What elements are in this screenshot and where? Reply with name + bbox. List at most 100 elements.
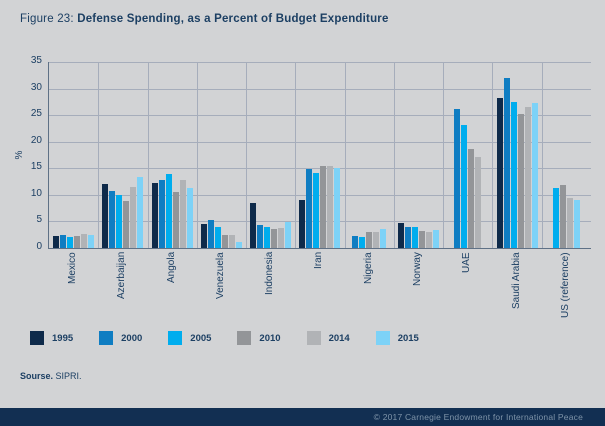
group-separator [98,62,100,248]
y-tick-label-30: 30 [30,81,42,93]
legend-swatch-2000 [99,331,114,345]
legend-label-2015: 2015 [397,332,419,344]
x-axis-label-mexico: Mexico [67,252,79,284]
group-separator [541,62,543,248]
figure-title-text: Defense Spending, as a Percent of Budget… [77,13,389,25]
bar-venezuela-2014 [228,235,235,248]
bar-group-iran [295,62,344,248]
group-separator [492,62,494,248]
x-label-cell: Saudi Arabia [491,252,540,330]
bar-group-mexico [49,62,98,248]
legend-label-2005: 2005 [190,332,212,344]
bar-venezuela-1995 [200,223,207,248]
bar-nigeria-2015 [380,229,387,248]
bar-group-venezuela [197,62,246,248]
legend-item-2010: 2010 [237,331,281,345]
bar-us-reference-2005 [552,187,559,248]
bar-group-us-reference [542,62,591,248]
bar-us-reference-2015 [573,200,580,248]
bar-saudi-arabia-2014 [524,107,531,248]
source-text: SIPRI. [55,371,82,381]
group-separator [344,62,346,248]
group-separator [295,62,297,248]
x-axis-label-uae: UAE [461,252,473,273]
bar-angola-1995 [151,182,158,248]
legend-swatch-1995 [30,331,44,345]
bar-mexico-1995 [53,235,60,248]
bar-group-saudi-arabia [492,62,541,248]
bar-azerbaijan-2015 [137,176,144,248]
y-tick-label-25: 25 [30,108,42,120]
x-axis-label-angola: Angola [165,252,177,284]
bar-norway-1995 [397,223,404,248]
footer-copyright: © 2017 Carnegie Endowment for Internatio… [373,412,583,422]
bar-azerbaijan-1995 [102,184,109,248]
gridline-5 [49,221,591,223]
legend-item-1995: 1995 [30,331,73,345]
bar-iran-2014 [327,165,334,248]
bar-azerbaijan-2014 [130,186,137,248]
group-separator [147,62,149,248]
bar-mexico-2000 [60,234,67,248]
x-axis-labels: Mexico Azerbaijan Angola Venezuela Indonesia… [48,252,590,330]
bar-saudi-arabia-2000 [503,77,510,248]
bar-indonesia-2014 [278,228,285,248]
group-separator [393,62,395,248]
gridline-35 [49,62,591,63]
x-axis-label-saudi-arabia: Saudi Arabia [510,252,522,309]
bar-azerbaijan-2000 [109,190,116,248]
bar-group-norway [394,62,443,248]
x-axis-label-iran: Iran [313,252,325,270]
bar-saudi-arabia-1995 [496,97,503,248]
bar-norway-2015 [432,230,439,248]
x-axis-label-indonesia: Indonesia [264,252,276,296]
x-axis-label-nigeria: Nigeria [362,252,374,284]
legend-label-2014: 2014 [328,332,350,344]
x-label-cell: Mexico [48,252,97,330]
legend-swatch-2010 [237,331,252,345]
bar-indonesia-2015 [285,221,292,248]
y-tick-label-20: 20 [30,134,42,146]
bar-indonesia-1995 [250,202,257,248]
x-label-cell: Norway [393,252,442,330]
legend-swatch-2015 [375,331,390,345]
bar-saudi-arabia-2010 [517,113,524,248]
x-label-cell: UAE [442,252,491,330]
bar-iran-2010 [320,165,327,248]
x-label-cell: Iran [294,252,343,330]
bar-uae-2014 [475,156,482,248]
legend-item-2014: 2014 [306,331,350,345]
bar-norway-2005 [411,227,418,248]
bar-mexico-2010 [74,236,81,248]
legend: 1995 2000 2005 2010 2014 2015 [30,331,419,345]
bar-nigeria-2000 [352,235,359,248]
legend-swatch-2014 [306,331,321,345]
bar-mexico-2015 [88,235,95,248]
y-tick-label-5: 5 [36,214,42,226]
y-tick-label-0: 0 [36,241,42,252]
x-axis-label-us-reference: US (reference) [559,252,571,318]
bar-angola-2014 [179,179,186,248]
x-axis-label-venezuela: Venezuela [214,252,226,299]
bar-venezuela-2015 [235,242,242,248]
group-separator [196,62,198,248]
x-label-cell: Angola [147,252,196,330]
bar-nigeria-2010 [366,231,373,248]
group-separator [246,62,248,248]
bar-azerbaijan-2010 [123,201,130,248]
bar-nigeria-2005 [359,236,366,248]
bar-iran-2000 [306,168,313,248]
bar-group-angola [148,62,197,248]
bar-norway-2000 [404,226,411,248]
bars-row [49,62,591,248]
gridline-20 [49,141,591,143]
legend-label-1995: 1995 [52,332,74,344]
bar-azerbaijan-2005 [116,194,123,248]
bar-iran-2015 [334,168,341,248]
bar-saudi-arabia-2015 [531,102,538,248]
bar-us-reference-2014 [566,198,573,248]
bar-indonesia-2005 [264,226,271,248]
figure-number: Figure 23: [20,13,74,25]
bar-indonesia-2000 [257,225,264,248]
